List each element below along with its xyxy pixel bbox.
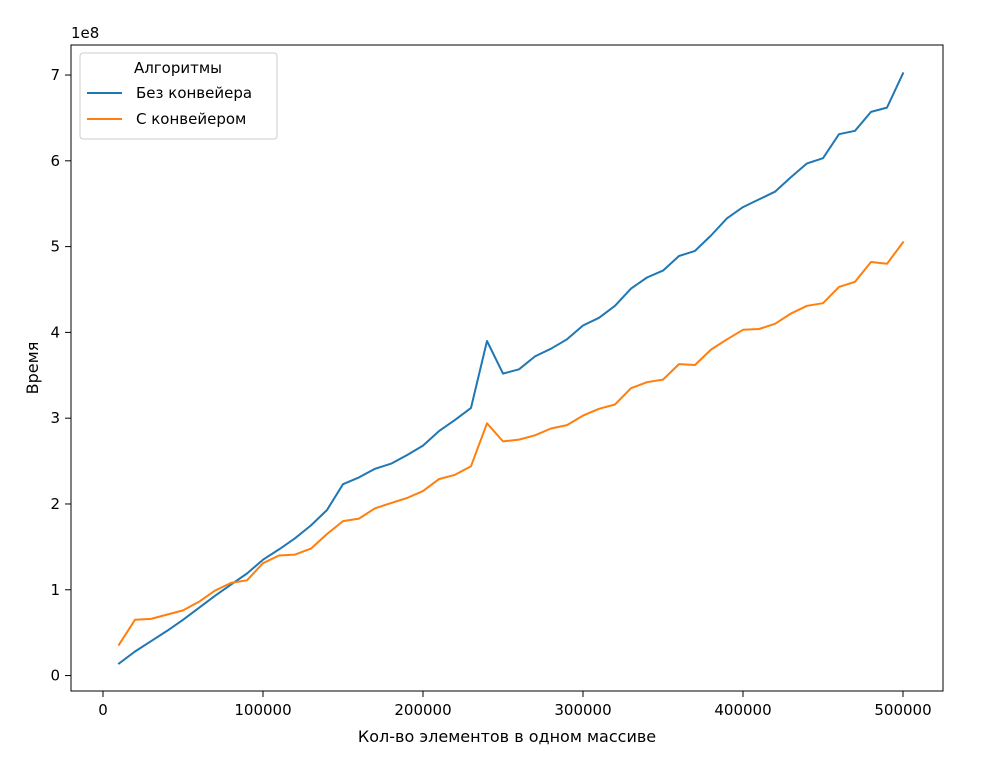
y-tick-label: 5 [50, 238, 60, 256]
legend-title: Алгоритмы [134, 59, 222, 77]
x-tick-label: 100000 [234, 701, 291, 719]
y-axis-label: Время [23, 342, 42, 395]
y-tick-label: 3 [50, 409, 60, 427]
x-tick-label: 500000 [874, 701, 931, 719]
y-tick-label: 1 [50, 581, 60, 599]
legend: Алгоритмы Без конвейера С конвейером [79, 52, 278, 140]
plot-area [117, 71, 905, 665]
series-line-1 [117, 71, 905, 665]
legend-label-series-2: С конвейером [136, 110, 246, 128]
y-tick-label: 2 [50, 495, 60, 513]
y-axis: 0 1 2 3 4 5 6 7 [50, 66, 71, 685]
y-tick-label: 7 [50, 66, 60, 84]
y-tick-label: 4 [50, 323, 60, 341]
y-tick-label: 0 [50, 667, 60, 685]
x-tick-label: 300000 [554, 701, 611, 719]
y-tick-label: 6 [50, 152, 60, 170]
y-offset-label: 1e8 [71, 24, 99, 42]
legend-label-series-1: Без конвейера [136, 84, 252, 102]
x-axis-label: Кол-во элементов в одном массиве [358, 727, 656, 746]
x-tick-label: 400000 [714, 701, 771, 719]
plot-frame [70, 44, 944, 692]
legend-box [79, 52, 278, 140]
series-line-2 [117, 240, 905, 647]
x-tick-label: 200000 [394, 701, 451, 719]
x-axis: 0 100000 200000 300000 400000 500000 [98, 691, 932, 719]
x-tick-label: 0 [98, 701, 108, 719]
